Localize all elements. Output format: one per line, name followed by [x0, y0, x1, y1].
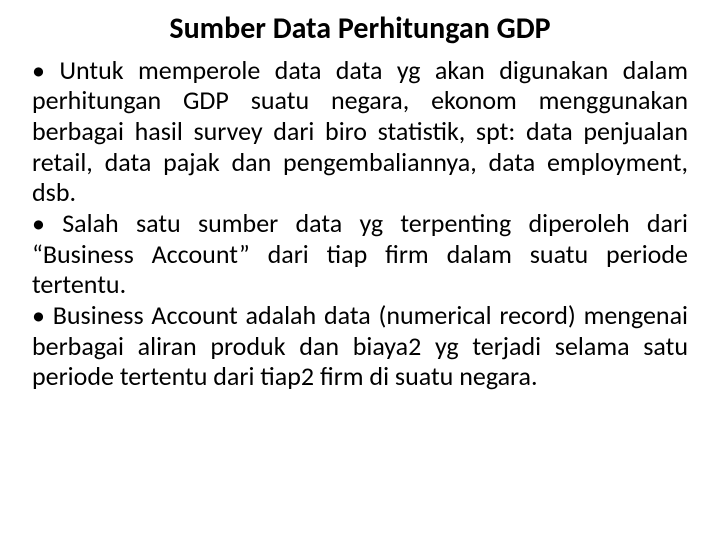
- bullet-item: • Business Account adalah data (numerica…: [32, 300, 688, 392]
- bullet-text: Business Account adalah data (numerical …: [32, 299, 688, 392]
- bullet-marker-icon: •: [32, 207, 45, 239]
- bullet-item: • Salah satu sumber data yg terpenting d…: [32, 208, 688, 300]
- slide: Sumber Data Perhitungan GDP • Untuk memp…: [0, 0, 720, 540]
- slide-title: Sumber Data Perhitungan GDP: [32, 12, 688, 47]
- bullet-marker-icon: •: [32, 299, 45, 331]
- bullet-item: • Untuk memperole data data yg akan digu…: [32, 55, 688, 208]
- bullet-text: Salah satu sumber data yg terpenting dip…: [32, 207, 688, 300]
- slide-body: • Untuk memperole data data yg akan digu…: [32, 55, 688, 392]
- bullet-text: Untuk memperole data data yg akan diguna…: [32, 54, 688, 209]
- bullet-marker-icon: •: [32, 54, 45, 86]
